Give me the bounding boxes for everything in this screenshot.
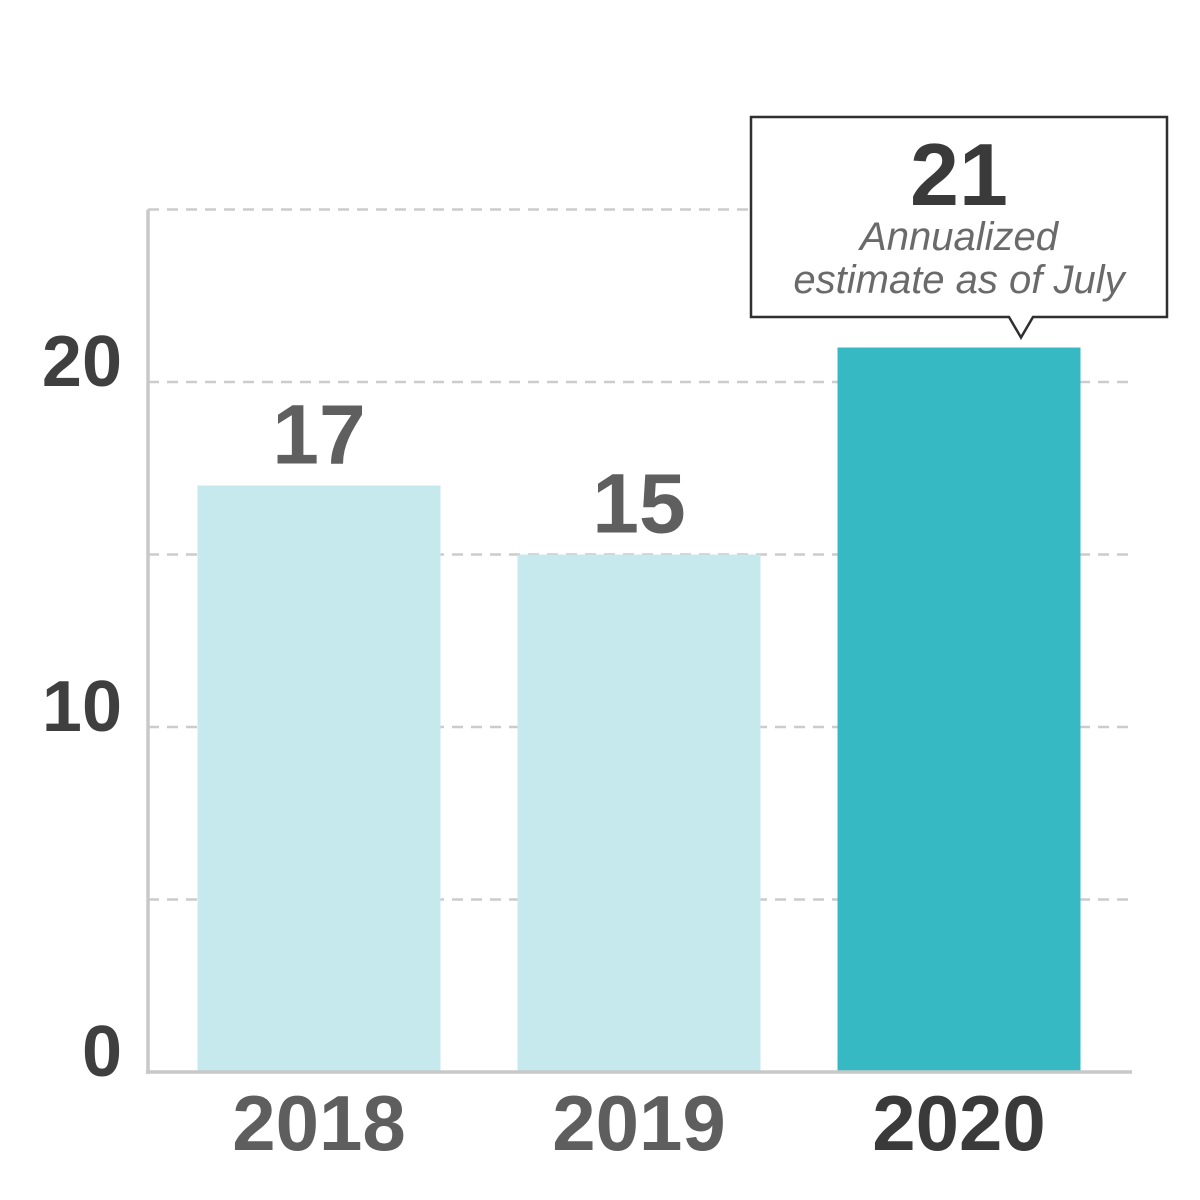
y-axis-ticks: 0 10 20	[42, 322, 122, 1092]
value-label-2019: 15	[592, 457, 685, 551]
bar-2019	[517, 554, 761, 1072]
annotation-note-line-2: estimate as of July	[793, 258, 1127, 302]
x-tick-label-2018: 2018	[232, 1079, 406, 1167]
bar-2020	[837, 347, 1081, 1072]
annotation-box	[749, 115, 1169, 340]
bars	[197, 347, 1081, 1072]
axes	[146, 209, 1132, 1074]
x-tick-label-2019: 2019	[552, 1079, 726, 1167]
annotation-callout: 21 Annualized estimate as of July	[749, 115, 1169, 340]
value-label-2018: 17	[272, 388, 365, 482]
annotation-note-line-1: Annualized	[858, 215, 1060, 259]
x-tick-label-2020: 2020	[872, 1079, 1046, 1167]
annotation-value: 21	[910, 125, 1008, 224]
y-tick-label-20: 20	[42, 322, 122, 402]
y-tick-label-0: 0	[82, 1012, 122, 1092]
x-axis-ticks: 2018 2019 2020	[232, 1079, 1046, 1167]
y-tick-label-10: 10	[42, 667, 122, 747]
bar-2018	[197, 485, 441, 1072]
